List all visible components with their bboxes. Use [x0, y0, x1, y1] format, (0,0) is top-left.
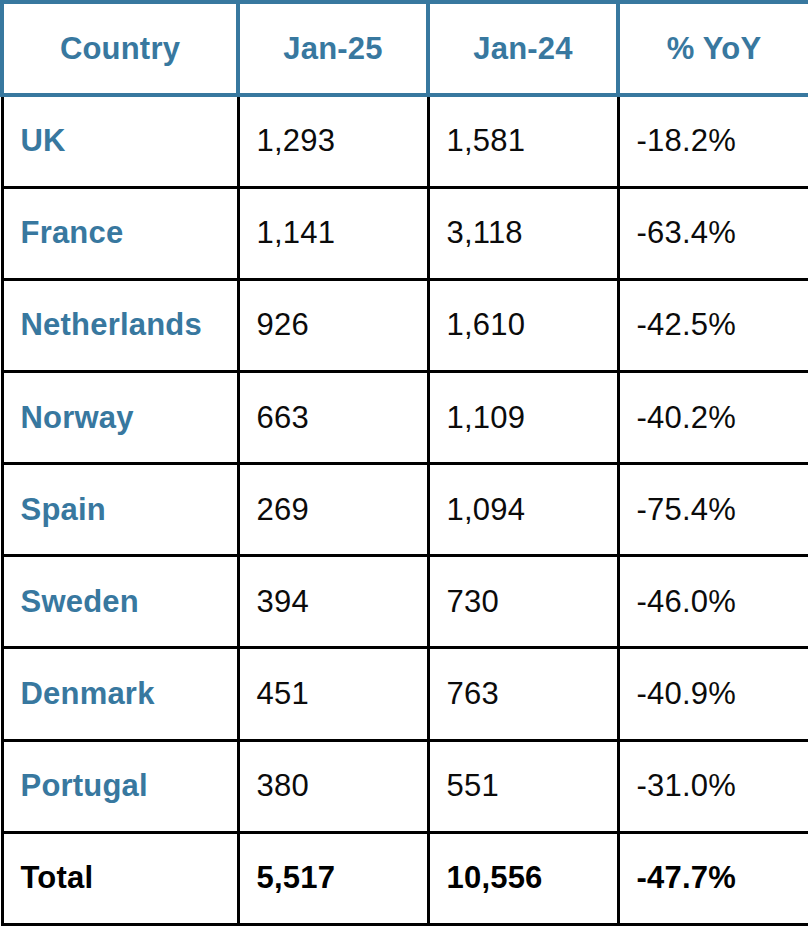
cell-total-jan25: 5,517 [238, 832, 428, 924]
cell-country: Netherlands [2, 279, 238, 371]
cell-jan24: 1,610 [428, 279, 618, 371]
cell-yoy: -31.0% [618, 740, 808, 832]
cell-jan25: 394 [238, 556, 428, 648]
table-row-sweden: Sweden 394 730 -46.0% [2, 556, 808, 648]
cell-total-label: Total [2, 832, 238, 924]
header-row: Country Jan-25 Jan-24 % YoY [2, 2, 808, 95]
cell-jan24: 730 [428, 556, 618, 648]
cell-yoy: -42.5% [618, 279, 808, 371]
table-row-denmark: Denmark 451 763 -40.9% [2, 648, 808, 740]
table-row-norway: Norway 663 1,109 -40.2% [2, 371, 808, 463]
cell-jan25: 1,141 [238, 187, 428, 279]
cell-jan25: 1,293 [238, 95, 428, 187]
cell-yoy: -40.9% [618, 648, 808, 740]
table-row-france: France 1,141 3,118 -63.4% [2, 187, 808, 279]
header-pct-yoy: % YoY [618, 2, 808, 95]
table-row-spain: Spain 269 1,094 -75.4% [2, 464, 808, 556]
cell-jan24: 1,581 [428, 95, 618, 187]
cell-jan24: 3,118 [428, 187, 618, 279]
header-jan-25: Jan-25 [238, 2, 428, 95]
cell-total-yoy: -47.7% [618, 832, 808, 924]
cell-jan25: 380 [238, 740, 428, 832]
cell-total-jan24: 10,556 [428, 832, 618, 924]
total-row: Total 5,517 10,556 -47.7% [2, 832, 808, 924]
table-row-uk: UK 1,293 1,581 -18.2% [2, 95, 808, 187]
cell-country: Portugal [2, 740, 238, 832]
cell-jan24: 763 [428, 648, 618, 740]
cell-jan25: 269 [238, 464, 428, 556]
header-jan-24: Jan-24 [428, 2, 618, 95]
cell-jan25: 451 [238, 648, 428, 740]
cell-yoy: -63.4% [618, 187, 808, 279]
country-yoy-table: Country Jan-25 Jan-24 % YoY UK 1,293 1,5… [0, 0, 808, 926]
cell-jan24: 1,109 [428, 371, 618, 463]
cell-country: France [2, 187, 238, 279]
cell-jan24: 1,094 [428, 464, 618, 556]
cell-country: Norway [2, 371, 238, 463]
cell-jan25: 926 [238, 279, 428, 371]
cell-jan24: 551 [428, 740, 618, 832]
cell-country: Sweden [2, 556, 238, 648]
cell-yoy: -40.2% [618, 371, 808, 463]
cell-country: Denmark [2, 648, 238, 740]
cell-country: Spain [2, 464, 238, 556]
cell-yoy: -46.0% [618, 556, 808, 648]
table-row-netherlands: Netherlands 926 1,610 -42.5% [2, 279, 808, 371]
cell-yoy: -75.4% [618, 464, 808, 556]
cell-yoy: -18.2% [618, 95, 808, 187]
cell-country: UK [2, 95, 238, 187]
header-country: Country [2, 2, 238, 95]
cell-jan25: 663 [238, 371, 428, 463]
table-row-portugal: Portugal 380 551 -31.0% [2, 740, 808, 832]
